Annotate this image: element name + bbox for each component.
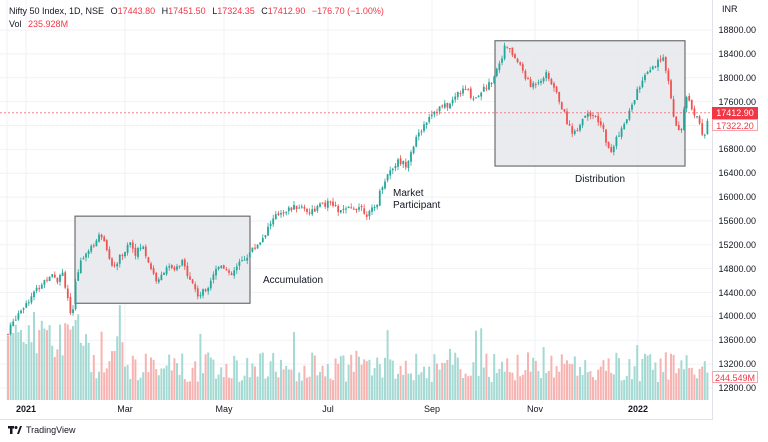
price-tick-label: 16000.00: [718, 192, 756, 203]
price-tick-label: 12800.00: [718, 383, 756, 393]
market-participant-line1: Market: [393, 188, 424, 199]
high-number: 17451.50: [168, 6, 206, 16]
secondary-price-tag: 17322.20: [712, 118, 758, 131]
time-tick-label: May: [215, 404, 233, 414]
annotation-box[interactable]: [494, 40, 686, 167]
volume-label[interactable]: Vol: [9, 19, 22, 29]
tradingview-branding[interactable]: TradingView: [8, 425, 76, 435]
high-label: H: [161, 6, 169, 16]
price-chart-canvas[interactable]: [0, 0, 713, 400]
market-participant-label: Market Participant: [393, 188, 440, 212]
time-tick-label: 2022: [627, 404, 649, 414]
time-tick-label: Sep: [423, 404, 441, 414]
volume-value: 235.928M: [28, 19, 69, 29]
price-tick-label: 18000.00: [718, 72, 756, 83]
low-label: L: [212, 6, 218, 16]
open-value: O17443.80: [111, 6, 156, 16]
change-value: −176.70 (−1.00%): [311, 6, 384, 16]
price-tick-label: 18400.00: [718, 48, 756, 59]
price-tick-label: 14400.00: [718, 287, 756, 298]
price-tick-label: 16400.00: [718, 168, 756, 179]
price-tick-label: 17600.00: [718, 96, 756, 107]
low-number: 17324.35: [217, 6, 255, 16]
open-label: O: [110, 6, 118, 16]
annotation-box[interactable]: [74, 215, 251, 304]
price-tick-label: 15200.00: [718, 239, 756, 250]
close-value: C17412.90: [261, 6, 305, 16]
time-tick-label: Jul: [322, 404, 334, 414]
annotation-boxes: [74, 40, 686, 304]
tradingview-logo-icon: [8, 426, 22, 434]
close-number: 17412.90: [267, 6, 306, 16]
open-number: 17443.80: [117, 6, 156, 16]
symbol-title[interactable]: Nifty 50 Index, 1D, NSE: [9, 6, 105, 16]
price-tick-label: 15600.00: [718, 215, 756, 226]
candlesticks: [7, 42, 709, 336]
currency-label: INR: [722, 4, 738, 14]
time-tick-label: 2021: [15, 404, 37, 414]
volume-tag: 244.549M: [712, 371, 758, 383]
high-value: H17451.50: [162, 6, 206, 16]
time-tick-label: Mar: [117, 404, 133, 414]
market-participant-line2: Participant: [393, 200, 441, 211]
volume-row: Vol 235.928M: [9, 18, 388, 31]
distribution-label: Distribution: [575, 174, 626, 185]
price-tick-label: 14800.00: [718, 263, 756, 274]
price-tick-label: 13200.00: [718, 359, 756, 370]
price-tick-label: 13600.00: [718, 335, 756, 346]
price-tick-label: 14000.00: [718, 311, 756, 322]
last-price-tag: 17412.90: [712, 106, 758, 119]
ohlc-row: Nifty 50 Index, 1D, NSE O17443.80 H17451…: [9, 5, 388, 18]
tradingview-brand-name: TradingView: [26, 425, 76, 435]
close-label: C: [261, 6, 268, 16]
volume-bars: [7, 305, 709, 400]
price-tick-label: 18800.00: [718, 25, 756, 35]
accumulation-label: Accumulation: [263, 275, 324, 286]
price-tick-label: 16800.00: [718, 144, 756, 155]
time-tick-label: Nov: [526, 404, 544, 414]
ohlc-legend: Nifty 50 Index, 1D, NSE O17443.80 H17451…: [9, 5, 388, 31]
low-value: L17324.35: [212, 6, 255, 16]
